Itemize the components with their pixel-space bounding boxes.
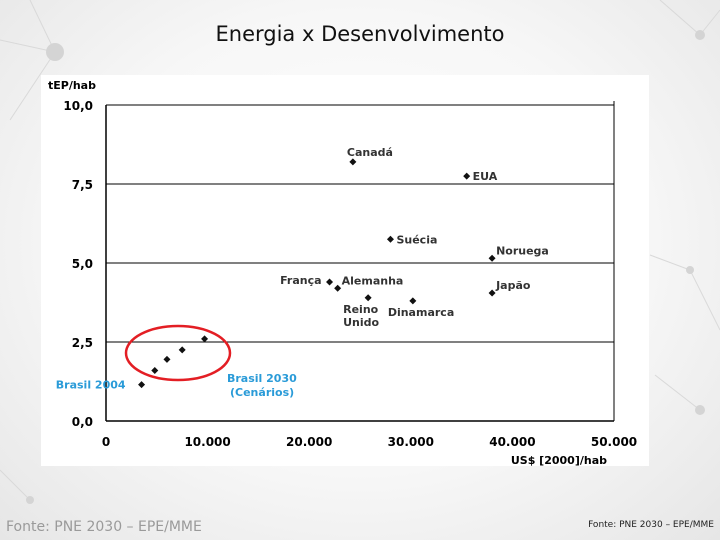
data-point-noruega bbox=[488, 254, 496, 262]
x-tick-label: 30.000 bbox=[388, 435, 434, 449]
x-tick-label: 20.000 bbox=[286, 435, 332, 449]
data-point-brasil-2030 bbox=[163, 355, 171, 363]
y-axis-label: tEP/hab bbox=[48, 79, 96, 92]
data-point-brasil-2030 bbox=[201, 335, 209, 343]
y-tick-label: 2,5 bbox=[72, 336, 93, 350]
data-label-suecia: Suécia bbox=[396, 233, 437, 246]
data-label-eua: EUA bbox=[473, 170, 498, 183]
chart-panel: tEP/hab 0,0 2,5 5,0 7,5 10,0 0 10.000 20.000 30… bbox=[41, 75, 649, 466]
scatter-chart: tEP/hab 0,0 2,5 5,0 7,5 10,0 0 10.000 20.000 30… bbox=[48, 79, 637, 466]
y-tick-label: 7,5 bbox=[72, 178, 93, 192]
data-label-canada: Canadá bbox=[347, 146, 393, 159]
data-label-brasil-2004: Brasil 2004 bbox=[56, 379, 126, 392]
data-point-dinamarca bbox=[409, 297, 417, 305]
x-tick-label: 50.000 bbox=[591, 435, 637, 449]
y-tick-label: 0,0 bbox=[72, 415, 93, 429]
data-point-brasil-2030 bbox=[151, 366, 159, 374]
data-label-reino-unido: Unido bbox=[343, 316, 379, 329]
data-label-franca: França bbox=[280, 274, 321, 287]
x-tick-label: 40.000 bbox=[489, 435, 535, 449]
x-axis-label: US$ [2000]/hab bbox=[511, 454, 607, 466]
data-label-dinamarca: Dinamarca bbox=[388, 306, 454, 319]
data-point-alemanha bbox=[334, 284, 342, 292]
data-label-brasil-2030: (Cenários) bbox=[230, 386, 294, 399]
source-note-left: Fonte: PNE 2030 – EPE/MME bbox=[6, 519, 202, 535]
data-point-franca bbox=[326, 278, 334, 286]
slide-title: Energia x Desenvolvimento bbox=[215, 22, 505, 46]
x-tick-label: 10.000 bbox=[184, 435, 230, 449]
data-point-canada bbox=[349, 158, 357, 166]
brasil-2030-highlight-ellipse bbox=[124, 324, 232, 382]
y-tick-label: 5,0 bbox=[72, 257, 93, 271]
data-point-suecia bbox=[386, 235, 394, 243]
data-label-japao: Japão bbox=[495, 279, 531, 292]
data-label-reino-unido: Reino bbox=[343, 303, 379, 316]
data-point-brasil-2030 bbox=[178, 346, 186, 354]
source-note-right: Fonte: PNE 2030 – EPE/MME bbox=[588, 520, 714, 530]
data-point-reino-unido bbox=[364, 294, 372, 302]
y-tick-label: 10,0 bbox=[63, 99, 93, 113]
x-tick-label: 0 bbox=[102, 435, 110, 449]
data-label-alemanha: Alemanha bbox=[342, 274, 404, 287]
data-point-brasil-2004 bbox=[138, 381, 146, 389]
data-point-japao bbox=[488, 289, 496, 297]
data-point-eua bbox=[463, 172, 471, 180]
data-label-noruega: Noruega bbox=[496, 244, 549, 257]
data-label-brasil-2030: Brasil 2030 bbox=[227, 372, 297, 385]
